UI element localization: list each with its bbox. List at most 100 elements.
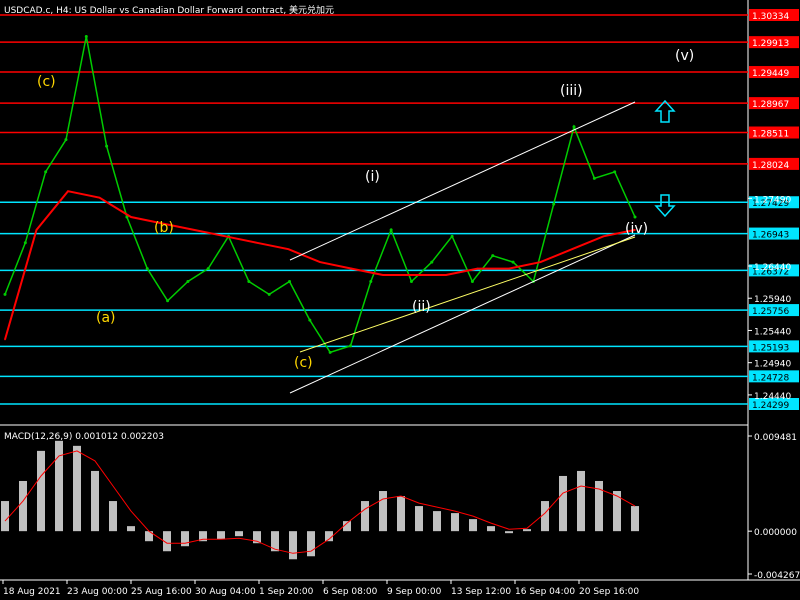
macd-bar-11 (199, 531, 207, 542)
level-label-6: 1.27429 (752, 199, 789, 209)
level-label-7: 1.26943 (752, 231, 789, 241)
series-1-point-6 (193, 229, 195, 231)
series-0-point-4 (84, 35, 88, 39)
series-1-point-18 (571, 248, 573, 251)
series-0-point-13 (267, 292, 271, 296)
trend-lines[interactable] (289, 101, 636, 394)
macd-bar-34 (613, 491, 621, 532)
series-1-point-3 (98, 196, 101, 199)
chart-title: USDCAD.c, H4: US Dollar vs Canadian Doll… (4, 6, 335, 16)
macd-bar-10 (181, 531, 189, 547)
level-label-0: 1.30334 (752, 12, 789, 22)
level-label-5: 1.28024 (752, 161, 789, 171)
time-label-1: 23 Aug 00:00 (67, 587, 128, 597)
macd-bar-7 (127, 526, 135, 532)
macd-bar-0 (1, 501, 9, 532)
series-1-point-9 (287, 248, 290, 251)
channel-lower-line (289, 234, 636, 394)
macd-bar-14 (253, 531, 261, 544)
series-1-point-1 (35, 229, 38, 231)
series-0-point-2 (44, 170, 48, 174)
series-0-point-31 (633, 215, 637, 219)
series-0-point-0 (3, 292, 7, 296)
level-badge-10 (749, 340, 799, 353)
wave-label-b: (b) (154, 220, 174, 236)
time-label-8: 16 Sep 04:00 (515, 587, 575, 597)
price-series (3, 35, 637, 354)
level-label-1: 1.29913 (752, 39, 789, 49)
price-axis: 1.30334 1.29913 1.29449 1.28967 1.28511 1.280… (748, 9, 799, 411)
series-0-point-27 (552, 202, 556, 206)
series-1-point-17 (539, 261, 542, 263)
macd-bar-27 (487, 526, 495, 532)
series-0-point-24 (491, 254, 495, 258)
series-0-point-18 (369, 279, 373, 283)
time-label-9: 20 Sep 16:00 (579, 587, 639, 597)
macd-bar-5 (91, 470, 99, 532)
level-label-11: 1.24728 (752, 373, 789, 383)
wave-label-a: (a) (96, 310, 116, 326)
macd-bar-6 (109, 501, 117, 532)
series-0-point-9 (186, 279, 190, 283)
level-label-12: 1.24299 (752, 401, 789, 411)
level-badge-4 (749, 126, 799, 139)
macd-bar-30 (541, 501, 549, 532)
channel-upper-line (289, 101, 636, 261)
price-tick-label-5: 1.24440 (754, 392, 791, 402)
macd-bar-23 (415, 506, 423, 532)
series-0-point-12 (247, 279, 251, 283)
time-label-4: 1 Sep 20:00 (259, 587, 314, 597)
grid (0, 0, 800, 581)
macd-signal-line (4, 450, 636, 554)
macd-bar-18 (325, 531, 333, 542)
series-0-point-16 (328, 350, 332, 354)
macd-scale-label-2: -0.004267 (754, 571, 800, 581)
level-badge-6 (749, 196, 799, 209)
macd-bar-29 (523, 529, 531, 532)
series-0-point-28 (572, 125, 576, 129)
series-1-point-16 (508, 267, 510, 270)
macd-bar-20 (361, 501, 369, 532)
macd-bar-28 (505, 531, 513, 534)
level-badge-3 (749, 97, 799, 110)
macd-bar-25 (451, 513, 459, 532)
series-1-point-0 (4, 338, 6, 341)
series-0-point-1 (23, 241, 27, 245)
series-line-0 (4, 36, 636, 354)
price-tick-label-3: 1.25440 (754, 327, 791, 337)
level-badge-5 (749, 157, 799, 170)
series-0-point-23 (470, 279, 474, 283)
series-1-point-10 (319, 261, 321, 263)
level-badge-8 (749, 264, 799, 277)
series-1-point-13 (413, 274, 416, 276)
time-label-7: 13 Sep 12:00 (451, 587, 511, 597)
macd-bar-8 (145, 531, 153, 542)
series-0-point-14 (288, 279, 292, 283)
time-label-6: 9 Sep 00:00 (387, 587, 442, 597)
series-0-point-7 (145, 267, 149, 271)
time-label-5: 6 Sep 08:00 (323, 587, 378, 597)
series-1-point-8 (256, 241, 258, 244)
macd-bar-4 (73, 445, 81, 532)
series-1-point-19 (602, 235, 605, 238)
series-0-point-20 (409, 279, 413, 283)
level-badge-9 (749, 304, 799, 317)
macd-bar-35 (631, 506, 639, 532)
series-1-point-14 (445, 274, 447, 276)
arrow-up-icon (654, 99, 676, 123)
series-0-point-22 (450, 234, 454, 238)
arrows (654, 99, 676, 218)
macd-bar-22 (397, 496, 405, 532)
series-1-point-12 (382, 274, 384, 276)
macd-pane (1, 440, 639, 560)
level-label-4: 1.28511 (752, 130, 789, 140)
wave-label-c-bottom: (c) (294, 355, 313, 371)
macd-bar-26 (469, 519, 477, 532)
time-label-3: 30 Aug 04:00 (195, 587, 256, 597)
wave-label-iv: (iv) (625, 221, 648, 237)
level-label-3: 1.28967 (752, 100, 789, 110)
macd-bar-31 (559, 475, 567, 532)
level-badge-0 (749, 9, 799, 21)
macd-bar-33 (595, 480, 603, 532)
